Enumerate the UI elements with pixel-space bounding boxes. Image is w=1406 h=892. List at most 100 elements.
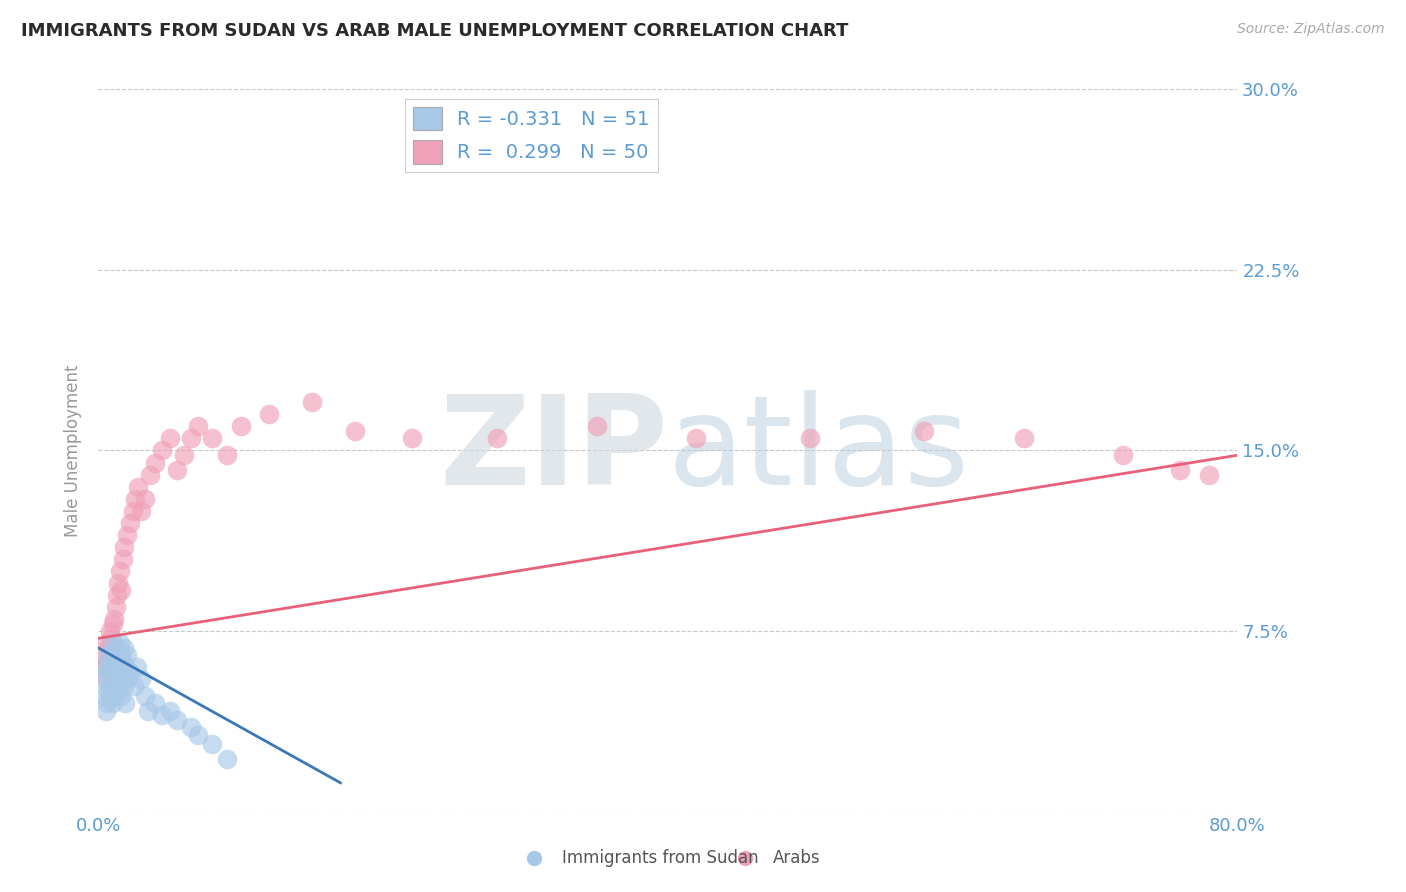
Text: IMMIGRANTS FROM SUDAN VS ARAB MALE UNEMPLOYMENT CORRELATION CHART: IMMIGRANTS FROM SUDAN VS ARAB MALE UNEMP… (21, 22, 848, 40)
Point (100, 648, 122, 662)
Point (152, 443, 174, 458)
Point (173, 448, 195, 462)
Point (129, 503, 152, 517)
Point (110, 648, 132, 662)
Point (1170, 463, 1192, 477)
Point (111, 673, 134, 687)
Point (93, 648, 115, 662)
Point (101, 616, 124, 631)
Point (96, 636, 118, 650)
Point (101, 660, 124, 674)
Point (180, 431, 202, 445)
Point (486, 431, 509, 445)
Point (159, 704, 181, 718)
Point (115, 673, 138, 687)
Point (111, 551, 134, 566)
Point (101, 680, 124, 694)
Point (138, 467, 160, 482)
Point (103, 665, 125, 679)
Point (685, 431, 707, 445)
Point (107, 660, 129, 674)
Point (1198, 467, 1220, 482)
Point (94, 660, 117, 674)
Point (201, 737, 224, 751)
Point (101, 640, 124, 655)
Point (105, 640, 128, 655)
Point (98, 689, 121, 703)
Text: Immigrants from Sudan: Immigrants from Sudan (562, 848, 759, 867)
Point (103, 612, 125, 626)
Point (166, 713, 188, 727)
Point (104, 599, 127, 614)
Point (799, 431, 821, 445)
Point (127, 480, 149, 494)
Point (104, 673, 127, 687)
Point (129, 673, 152, 687)
Text: Arabs: Arabs (773, 848, 821, 867)
Point (107, 576, 129, 591)
Point (229, 419, 252, 434)
Point (122, 680, 145, 694)
Point (401, 431, 423, 445)
Point (125, 660, 148, 674)
Point (145, 696, 167, 710)
Point (110, 689, 132, 703)
Point (108, 636, 131, 650)
Point (93, 689, 115, 703)
Point (159, 431, 181, 445)
Point (100, 656, 122, 670)
Point (105, 684, 128, 698)
Point (343, 424, 366, 438)
Point (215, 752, 238, 766)
Point (101, 689, 124, 703)
Point (98, 624, 121, 639)
Point (259, 407, 281, 421)
Point (91, 673, 114, 687)
Point (134, 491, 156, 506)
Point (1112, 448, 1135, 462)
Point (110, 583, 132, 598)
Text: ZIP: ZIP (439, 390, 668, 511)
Point (94, 673, 117, 687)
Point (152, 708, 174, 723)
Point (187, 419, 209, 434)
Point (98, 673, 121, 687)
Point (115, 527, 138, 541)
Point (97, 648, 120, 662)
Point (94, 704, 117, 718)
Point (112, 640, 135, 655)
Point (187, 728, 209, 742)
Point (136, 704, 159, 718)
Point (115, 648, 138, 662)
Point (112, 540, 135, 554)
Point (180, 721, 202, 735)
Point (145, 455, 167, 469)
Point (96, 696, 118, 710)
Point (96, 656, 118, 670)
Point (118, 516, 141, 530)
Point (134, 689, 156, 703)
Point (97, 684, 120, 698)
Point (121, 503, 143, 517)
Point (100, 632, 122, 646)
Legend: R = -0.331   N = 51, R =  0.299   N = 50: R = -0.331 N = 51, R = 0.299 N = 50 (405, 99, 658, 171)
Point (111, 656, 134, 670)
Point (100, 680, 122, 694)
Point (103, 648, 125, 662)
Point (124, 491, 146, 506)
Point (166, 463, 188, 477)
Point (301, 395, 323, 409)
Point (97, 640, 120, 655)
Point (91, 660, 114, 674)
Point (108, 665, 131, 679)
Point (101, 636, 124, 650)
Point (585, 419, 607, 434)
Point (101, 696, 124, 710)
Point (112, 680, 135, 694)
Point (118, 665, 141, 679)
Point (1012, 431, 1035, 445)
Point (107, 677, 129, 691)
Point (114, 660, 136, 674)
Y-axis label: Male Unemployment: Male Unemployment (65, 364, 83, 537)
Point (96, 665, 118, 679)
